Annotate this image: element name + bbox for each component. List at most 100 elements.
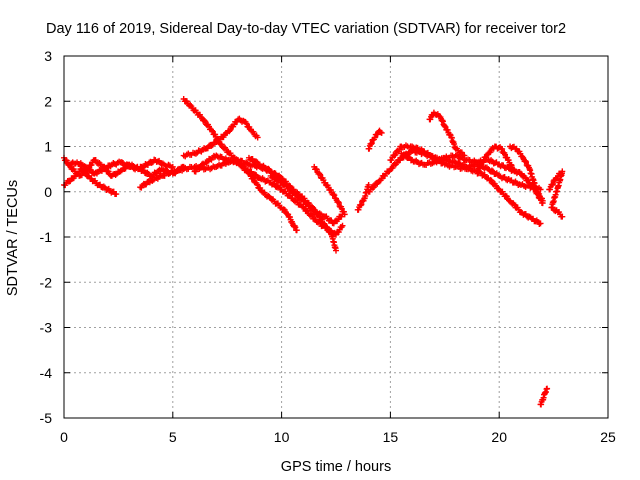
series-track-g [191,152,300,234]
data-point-marker [281,207,288,214]
data-point-marker [330,191,337,198]
data-point-marker [252,171,259,178]
data-point-marker [254,134,261,141]
data-point-marker [458,149,465,156]
data-point-marker [227,127,234,134]
data-point-marker [523,158,530,165]
x-tick-label: 0 [60,429,68,445]
data-point-marker [81,168,88,175]
data-point-marker [388,157,395,164]
data-point-marker [341,211,348,218]
data-point-marker [100,183,107,190]
data-point-marker [335,199,342,206]
data-point-marker [223,146,230,153]
data-point-marker [250,128,257,135]
data-point-marker [226,128,233,135]
data-point-marker [549,182,556,189]
data-point-marker [331,192,338,199]
series-track-j [311,163,348,218]
y-tick-label: 3 [44,48,52,64]
data-point-marker [357,202,364,209]
data-point-marker [250,176,257,183]
data-point-marker [197,164,204,171]
data-marks [61,95,566,408]
data-point-marker [201,117,208,124]
data-point-marker [183,98,190,105]
data-point-marker [218,141,225,148]
y-tick-label: -3 [40,320,53,336]
data-point-marker [309,212,316,219]
x-tick-label: 20 [491,429,507,445]
data-point-marker [502,151,509,158]
x-axis-label: GPS time / hours [281,459,391,475]
series-track-q [474,143,518,177]
x-tick-label: 10 [274,429,290,445]
y-tick-label: -4 [40,365,53,381]
data-point-marker [544,385,551,392]
series-track-i [267,172,346,227]
axis-ticks: 0 5 10 15 20 25 -5 -4 -3 -2 -1 0 1 2 3 [40,48,616,445]
data-point-marker [539,197,546,204]
data-point-marker [495,185,502,192]
data-point-marker [293,191,300,198]
data-point-marker [105,168,112,175]
data-point-marker [499,146,506,153]
data-point-marker [118,159,125,166]
y-tick-label: -1 [40,229,53,245]
data-point-marker [389,164,396,171]
data-point-marker [86,166,93,173]
data-point-marker [503,193,510,200]
data-point-marker [326,228,333,235]
data-point-marker [243,120,250,127]
y-tick-label: -5 [40,410,53,426]
series-track-s [546,168,566,220]
data-point-marker [87,166,94,173]
data-point-marker [323,224,330,231]
data-point-marker [148,159,155,166]
series-track-o [398,150,546,207]
data-point-marker [253,158,260,165]
y-tick-label: -2 [40,274,53,290]
data-point-marker [300,197,307,204]
data-point-marker [444,126,451,133]
data-point-marker [300,204,307,211]
data-point-marker [358,201,365,208]
data-point-marker [317,171,324,178]
x-tick-label: 25 [600,429,616,445]
data-point-marker [371,184,378,191]
data-point-marker [405,153,412,160]
data-point-marker [559,213,566,220]
data-point-marker [549,181,556,188]
data-point-marker [446,131,453,138]
data-point-marker [187,101,194,108]
data-point-marker [63,157,70,164]
data-point-marker [280,206,287,213]
data-point-marker [378,129,385,136]
data-point-marker [236,159,243,166]
data-point-marker [327,187,334,194]
data-point-marker [113,191,120,198]
data-point-marker [254,181,261,188]
data-point-marker [309,205,316,212]
x-tick-label: 15 [383,429,399,445]
data-point-marker [371,134,378,141]
data-point-marker [338,205,345,212]
series-track-k [354,181,372,213]
data-point-marker [511,201,518,208]
y-tick-label: 2 [44,93,52,109]
data-point-marker [461,152,468,159]
x-tick-label: 5 [169,429,177,445]
data-point-marker [488,177,495,184]
data-point-marker [511,168,518,175]
y-tick-label: 1 [44,139,52,155]
series-track-c [65,156,176,177]
data-point-marker [537,220,544,227]
series-track-l [365,127,385,152]
data-point-marker [522,157,529,164]
data-point-marker [92,157,99,164]
data-point-marker [392,151,399,158]
data-point-marker [208,142,215,149]
data-point-marker [480,157,487,164]
data-point-marker [88,161,95,168]
